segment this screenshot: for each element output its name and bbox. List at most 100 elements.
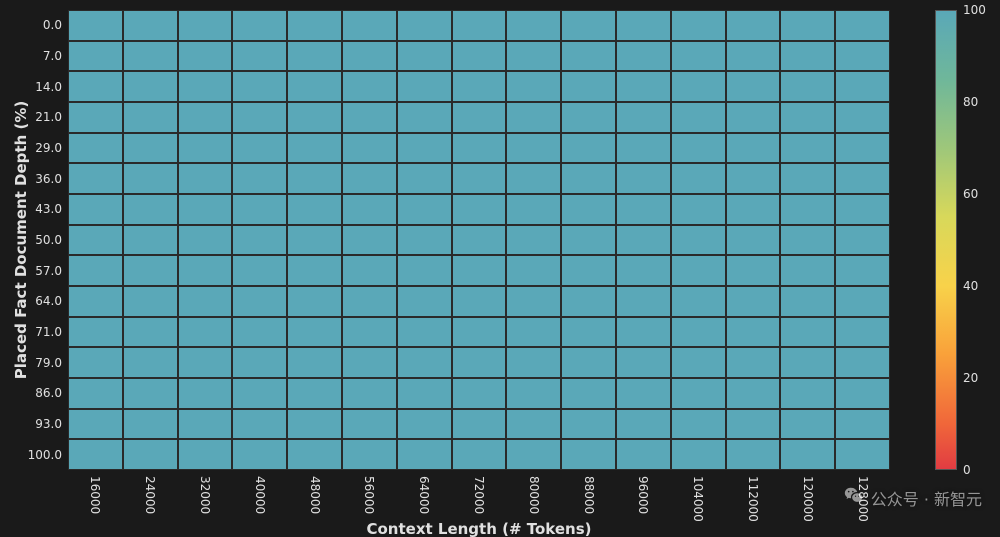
heatmap-cell [452, 378, 507, 409]
heatmap-cell [835, 286, 890, 317]
heatmap-cell [726, 439, 781, 470]
heatmap-cell [616, 378, 671, 409]
heatmap-cell [616, 286, 671, 317]
heatmap-cell [726, 194, 781, 225]
heatmap-cell [616, 225, 671, 256]
heatmap-cell [835, 71, 890, 102]
heatmap-cell [835, 317, 890, 348]
heatmap-cell [726, 409, 781, 440]
colorbar [935, 10, 957, 470]
x-tick-label: 64000 [417, 476, 431, 514]
heatmap-cell [780, 286, 835, 317]
y-tick-label: 57.0 [35, 264, 62, 278]
heatmap-cell [123, 225, 178, 256]
y-tick-label: 36.0 [35, 172, 62, 186]
y-tick-label: 43.0 [35, 202, 62, 216]
heatmap-cell [835, 225, 890, 256]
heatmap-cell [780, 225, 835, 256]
heatmap-cell [780, 317, 835, 348]
heatmap-cell [671, 10, 726, 41]
heatmap-cell [835, 10, 890, 41]
heatmap-cell [178, 10, 233, 41]
heatmap-cell [671, 225, 726, 256]
heatmap-cell [123, 347, 178, 378]
heatmap-cell [68, 409, 123, 440]
heatmap-cell [68, 225, 123, 256]
heatmap-cell [780, 347, 835, 378]
y-tick-label: 86.0 [35, 386, 62, 400]
heatmap-cell [561, 102, 616, 133]
heatmap-cell [123, 10, 178, 41]
heatmap-cell [835, 194, 890, 225]
heatmap-cell [726, 102, 781, 133]
heatmap-cell [780, 133, 835, 164]
heatmap-cell [232, 225, 287, 256]
heatmap-cell [726, 163, 781, 194]
heatmap-cell [287, 378, 342, 409]
heatmap-cell [123, 439, 178, 470]
heatmap-cell [123, 41, 178, 72]
heatmap-cell [397, 10, 452, 41]
heatmap-cell [342, 409, 397, 440]
heatmap-cell [452, 225, 507, 256]
heatmap-cell [178, 439, 233, 470]
heatmap-cell [397, 409, 452, 440]
heatmap-cell [835, 163, 890, 194]
heatmap-cell [671, 133, 726, 164]
heatmap-cell [397, 41, 452, 72]
watermark: 公众号 · 新智元 [843, 485, 982, 511]
heatmap-cell [287, 194, 342, 225]
heatmap-cell [342, 286, 397, 317]
heatmap-cell [342, 163, 397, 194]
heatmap-cell [287, 347, 342, 378]
heatmap-cell [616, 133, 671, 164]
heatmap-cell [178, 71, 233, 102]
heatmap-cell [561, 409, 616, 440]
heatmap-cell [232, 133, 287, 164]
heatmap-cell [287, 317, 342, 348]
heatmap-cell [780, 10, 835, 41]
heatmap-cell [397, 439, 452, 470]
x-tick-label: 24000 [143, 476, 157, 514]
heatmap-cell [561, 317, 616, 348]
heatmap-cell [506, 225, 561, 256]
y-tick-label: 0.0 [43, 18, 62, 32]
heatmap-cell [616, 10, 671, 41]
wechat-icon [843, 485, 865, 511]
heatmap-cell [287, 163, 342, 194]
heatmap-cell [452, 163, 507, 194]
heatmap-cell [178, 133, 233, 164]
heatmap-cell [397, 317, 452, 348]
heatmap-cell [397, 194, 452, 225]
heatmap-cell [123, 102, 178, 133]
heatmap-cell [671, 286, 726, 317]
y-tick-label: 29.0 [35, 141, 62, 155]
heatmap-cell [342, 71, 397, 102]
heatmap-cell [616, 102, 671, 133]
heatmap-cell [452, 102, 507, 133]
heatmap-cell [232, 163, 287, 194]
heatmap-plot [68, 10, 890, 470]
x-tick-label: 96000 [636, 476, 650, 514]
heatmap-cell [506, 163, 561, 194]
heatmap-cell [671, 317, 726, 348]
heatmap-cell [616, 194, 671, 225]
heatmap-cell [780, 255, 835, 286]
heatmap-cell [397, 102, 452, 133]
heatmap-cell [616, 439, 671, 470]
heatmap-cell [342, 347, 397, 378]
heatmap-cell [123, 286, 178, 317]
heatmap-cell [561, 10, 616, 41]
heatmap-cell [452, 41, 507, 72]
heatmap-cell [123, 255, 178, 286]
x-tick-label: 48000 [308, 476, 322, 514]
heatmap-cell [287, 255, 342, 286]
heatmap-cell [452, 133, 507, 164]
heatmap-cell [616, 409, 671, 440]
heatmap-cell [452, 409, 507, 440]
heatmap-cell [342, 133, 397, 164]
y-tick-label: 71.0 [35, 325, 62, 339]
heatmap-cell [123, 133, 178, 164]
heatmap-cell [780, 163, 835, 194]
heatmap-cell [342, 439, 397, 470]
